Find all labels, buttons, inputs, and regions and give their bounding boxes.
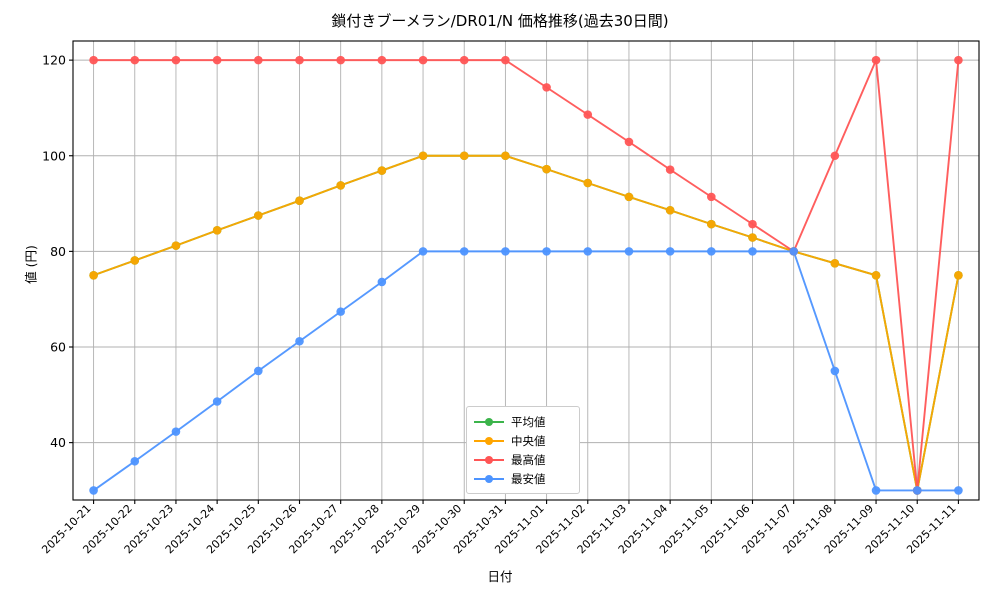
legend-item-median[interactable]: 中央値 bbox=[474, 431, 572, 450]
svg-text:60: 60 bbox=[50, 340, 66, 355]
legend-swatch-min-icon bbox=[474, 473, 504, 485]
legend-label-max: 最高値 bbox=[511, 452, 546, 467]
legend-swatch-average-icon bbox=[474, 416, 504, 428]
x-axis-label: 日付 bbox=[487, 569, 513, 584]
legend-label-min: 最安値 bbox=[511, 471, 546, 486]
y-axis-ticks: 40 60 80 100 120 bbox=[42, 53, 73, 450]
legend-item-min[interactable]: 最安値 bbox=[474, 469, 572, 488]
svg-text:40: 40 bbox=[50, 435, 66, 450]
chart-legend: 平均値 中央値 最高値 最安値 bbox=[466, 406, 580, 494]
svg-text:80: 80 bbox=[50, 244, 66, 259]
gridlines bbox=[73, 41, 979, 500]
legend-label-median: 中央値 bbox=[511, 433, 546, 448]
legend-item-average[interactable]: 平均値 bbox=[474, 412, 572, 431]
legend-swatch-median-icon bbox=[474, 435, 504, 447]
data-series-layer bbox=[89, 55, 963, 495]
plot-frame bbox=[72, 40, 980, 501]
legend-label-average: 平均値 bbox=[511, 414, 546, 429]
legend-item-max[interactable]: 最高値 bbox=[474, 450, 572, 469]
svg-text:100: 100 bbox=[42, 148, 66, 163]
chart-title: 鎖付きブーメラン/DR01/N 価格推移(過去30日間) bbox=[331, 12, 669, 30]
legend-swatch-max-icon bbox=[474, 454, 504, 466]
x-axis-ticks: 2025-10-212025-10-222025-10-232025-10-24… bbox=[39, 500, 959, 556]
svg-text:120: 120 bbox=[42, 53, 66, 68]
